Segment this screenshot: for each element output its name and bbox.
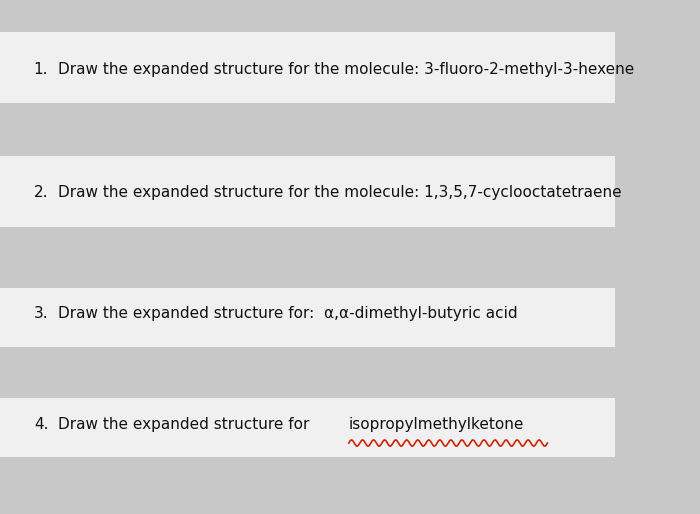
- Bar: [0, 288, 615, 347]
- Text: 1.: 1.: [34, 62, 48, 77]
- Text: Draw the expanded structure for the molecule: 1,3,5,7-cyclooctatetraene: Draw the expanded structure for the mole…: [58, 185, 622, 200]
- Text: 3.: 3.: [34, 306, 48, 321]
- Text: 2.: 2.: [34, 185, 48, 200]
- Text: Draw the expanded structure for:  α,α-dimethyl-butyric acid: Draw the expanded structure for: α,α-dim…: [58, 306, 518, 321]
- Bar: [0, 156, 615, 227]
- Text: 4.: 4.: [34, 416, 48, 432]
- Bar: [0, 32, 615, 103]
- Text: Draw the expanded structure for the molecule: 3-fluoro-2-methyl-3-hexene: Draw the expanded structure for the mole…: [58, 62, 635, 77]
- Bar: [0, 398, 615, 457]
- Text: Draw the expanded structure for: Draw the expanded structure for: [58, 416, 314, 432]
- Text: isopropylmethylketone: isopropylmethylketone: [349, 416, 524, 432]
